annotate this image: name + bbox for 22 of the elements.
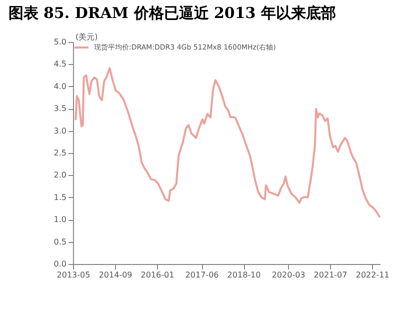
x-tick-label: 2016-01 bbox=[140, 270, 174, 280]
x-tick-label: 2022-11 bbox=[356, 270, 390, 280]
y-tick-label: 0.5 bbox=[54, 237, 66, 246]
x-tick-label: 2018-10 bbox=[227, 270, 261, 280]
line-series bbox=[74, 67, 380, 218]
x-tick-label: 2017-06 bbox=[185, 270, 219, 280]
x-tick-label: 2013-05 bbox=[56, 270, 90, 280]
x-tick-label: 2014-09 bbox=[98, 270, 132, 280]
y-tick-label: 1.5 bbox=[54, 192, 66, 202]
y-tick-label: 1.0 bbox=[54, 215, 66, 224]
y-tick-label: 0.0 bbox=[54, 260, 66, 268]
chart-title: 图表 85. DRAM 价格已逼近 2013 年以来底部 bbox=[8, 4, 336, 22]
y-tick-label: 2.5 bbox=[54, 148, 66, 158]
y-tick-label: 5.0 bbox=[54, 38, 66, 46]
y-tick-label: 4.5 bbox=[54, 60, 66, 69]
x-tick-label: 2021-07 bbox=[314, 270, 348, 280]
y-tick-label: 4.0 bbox=[54, 82, 66, 91]
y-tick-label: 3.5 bbox=[54, 104, 66, 114]
x-tick-label: 2020-03 bbox=[272, 270, 306, 280]
y-tick-label: 2.0 bbox=[54, 170, 66, 180]
y-axis-title: (美元) bbox=[76, 32, 98, 42]
y-tick-label: 3.0 bbox=[54, 126, 66, 136]
